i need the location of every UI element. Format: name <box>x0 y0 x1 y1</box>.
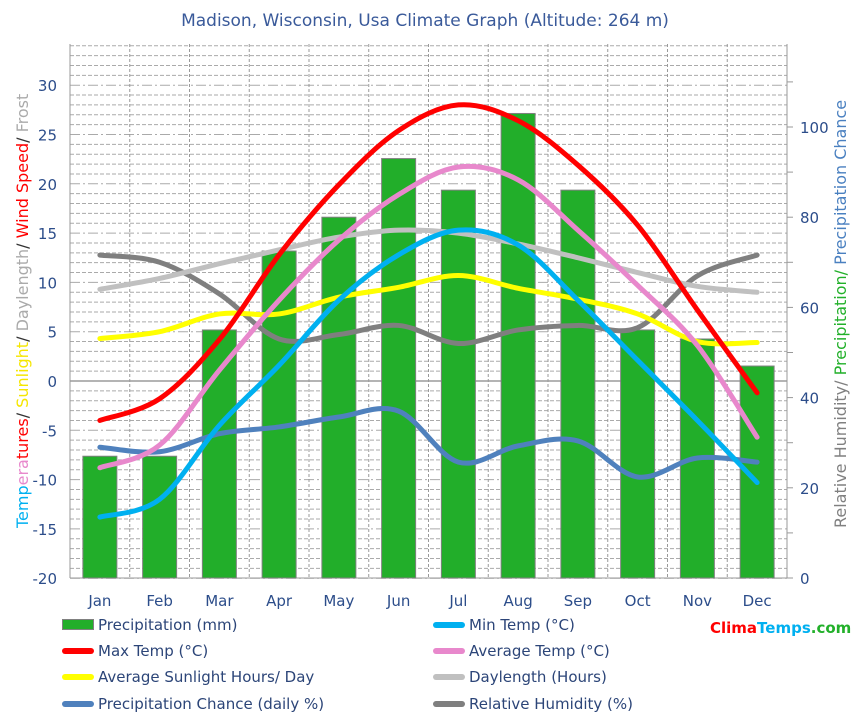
series-line-daylength-hours <box>97 227 760 295</box>
right-tick-label: 60 <box>800 299 819 317</box>
left-tick-label: -10 <box>33 472 58 490</box>
precipitation-bar <box>261 250 297 579</box>
x-tick-label: Mar <box>205 592 234 610</box>
right-tick-label: 20 <box>800 480 819 498</box>
left-tick-label: 20 <box>38 176 57 194</box>
axis-title-part: Temp <box>13 485 32 529</box>
x-tick-label: Jun <box>386 592 410 610</box>
logo-part-com: .com <box>810 619 851 637</box>
legend-swatch <box>433 674 465 680</box>
axis-title-part: Relative Humidity/ <box>831 375 850 528</box>
precipitation-bar <box>440 189 476 579</box>
precipitation-bar <box>321 216 357 579</box>
axis-title-part: Daylength <box>13 249 32 332</box>
legend-label: Precipitation Chance (daily %) <box>98 695 325 713</box>
axis-title-part: tures <box>13 418 32 459</box>
axis-title-part: Sunlight <box>13 342 32 408</box>
legend-label: Max Temp (°C) <box>98 642 209 660</box>
axis-title-part: / <box>13 238 32 248</box>
series-line-average-sunlight-hours-day <box>97 272 760 347</box>
x-tick-label: Oct <box>625 592 651 610</box>
x-tick-label: Feb <box>146 592 173 610</box>
series-line-min-temp-c <box>97 227 760 520</box>
axis-title-part: Wind Speed <box>13 143 32 238</box>
x-tick-label: Nov <box>683 592 712 610</box>
x-tick-label: Sep <box>564 592 592 610</box>
x-tick-label: Dec <box>743 592 772 610</box>
legend-label: Daylength (Hours) <box>469 668 607 686</box>
left-tick-label: 10 <box>38 274 57 292</box>
series-line-relative-humidity <box>97 252 760 346</box>
precipitation-bar <box>500 112 536 579</box>
axis-title-part: Precipitation Chance <box>831 100 850 265</box>
legend-label: Relative Humidity (%) <box>469 695 633 713</box>
legend-swatch <box>62 648 94 654</box>
x-tick-label: Aug <box>503 592 532 610</box>
legend-swatch <box>62 674 94 680</box>
series-line-precipitation-chance-daily <box>97 406 760 480</box>
precipitation-bar <box>142 455 178 579</box>
legend-swatch <box>433 622 465 628</box>
legend-label: Average Sunlight Hours/ Day <box>98 668 315 686</box>
x-tick-label: May <box>323 592 354 610</box>
x-tick-label: Jul <box>448 592 467 610</box>
legend-swatch <box>433 648 465 654</box>
axis-title-part: / <box>13 408 32 418</box>
precipitation-bar <box>560 189 596 579</box>
right-tick-label: 80 <box>800 209 819 227</box>
right-tick-label: 0 <box>800 570 810 588</box>
right-axis-title: Relative Humidity/ Precipitation/ Precip… <box>831 100 850 528</box>
precipitation-bar <box>381 158 417 579</box>
legend-swatch <box>62 619 94 630</box>
left-tick-label: 25 <box>38 127 57 145</box>
series-line-average-temp-c <box>97 163 760 471</box>
climatemps-logo: ClimaTemps.com <box>710 619 851 637</box>
axis-title-part: Precipitation/ <box>831 265 850 375</box>
axis-title-part: / <box>13 132 32 142</box>
legend-swatch <box>433 701 465 707</box>
legend-label: Min Temp (°C) <box>469 616 575 634</box>
axis-title-part: era <box>13 459 32 485</box>
logo-part-temps: Temps <box>757 619 811 637</box>
left-tick-label: -15 <box>33 521 58 539</box>
chart-title: Madison, Wisconsin, Usa Climate Graph (A… <box>181 11 669 31</box>
x-tick-label: Apr <box>266 592 293 610</box>
logo-part-clima: Clima <box>710 619 758 637</box>
legend-label: Average Temp (°C) <box>469 642 610 660</box>
series-line-max-temp-c <box>97 102 760 423</box>
left-tick-label: -5 <box>42 422 57 440</box>
left-tick-label: 5 <box>47 324 57 342</box>
right-tick-label: 100 <box>800 119 829 137</box>
left-tick-label: 30 <box>38 77 57 95</box>
precipitation-bar <box>620 329 656 579</box>
legend-swatch <box>62 701 94 707</box>
right-tick-label: 40 <box>800 390 819 408</box>
x-tick-label: Jan <box>87 592 111 610</box>
left-axis-title: Temperatures/ Sunlight/ Daylength/ Wind … <box>13 94 32 529</box>
left-tick-label: 15 <box>38 225 57 243</box>
left-tick-label: 0 <box>47 373 57 391</box>
axis-title-part: Frost <box>13 94 32 133</box>
left-tick-label: -20 <box>33 570 58 588</box>
axis-title-part: / <box>13 331 32 341</box>
legend-label: Precipitation (mm) <box>98 616 238 634</box>
